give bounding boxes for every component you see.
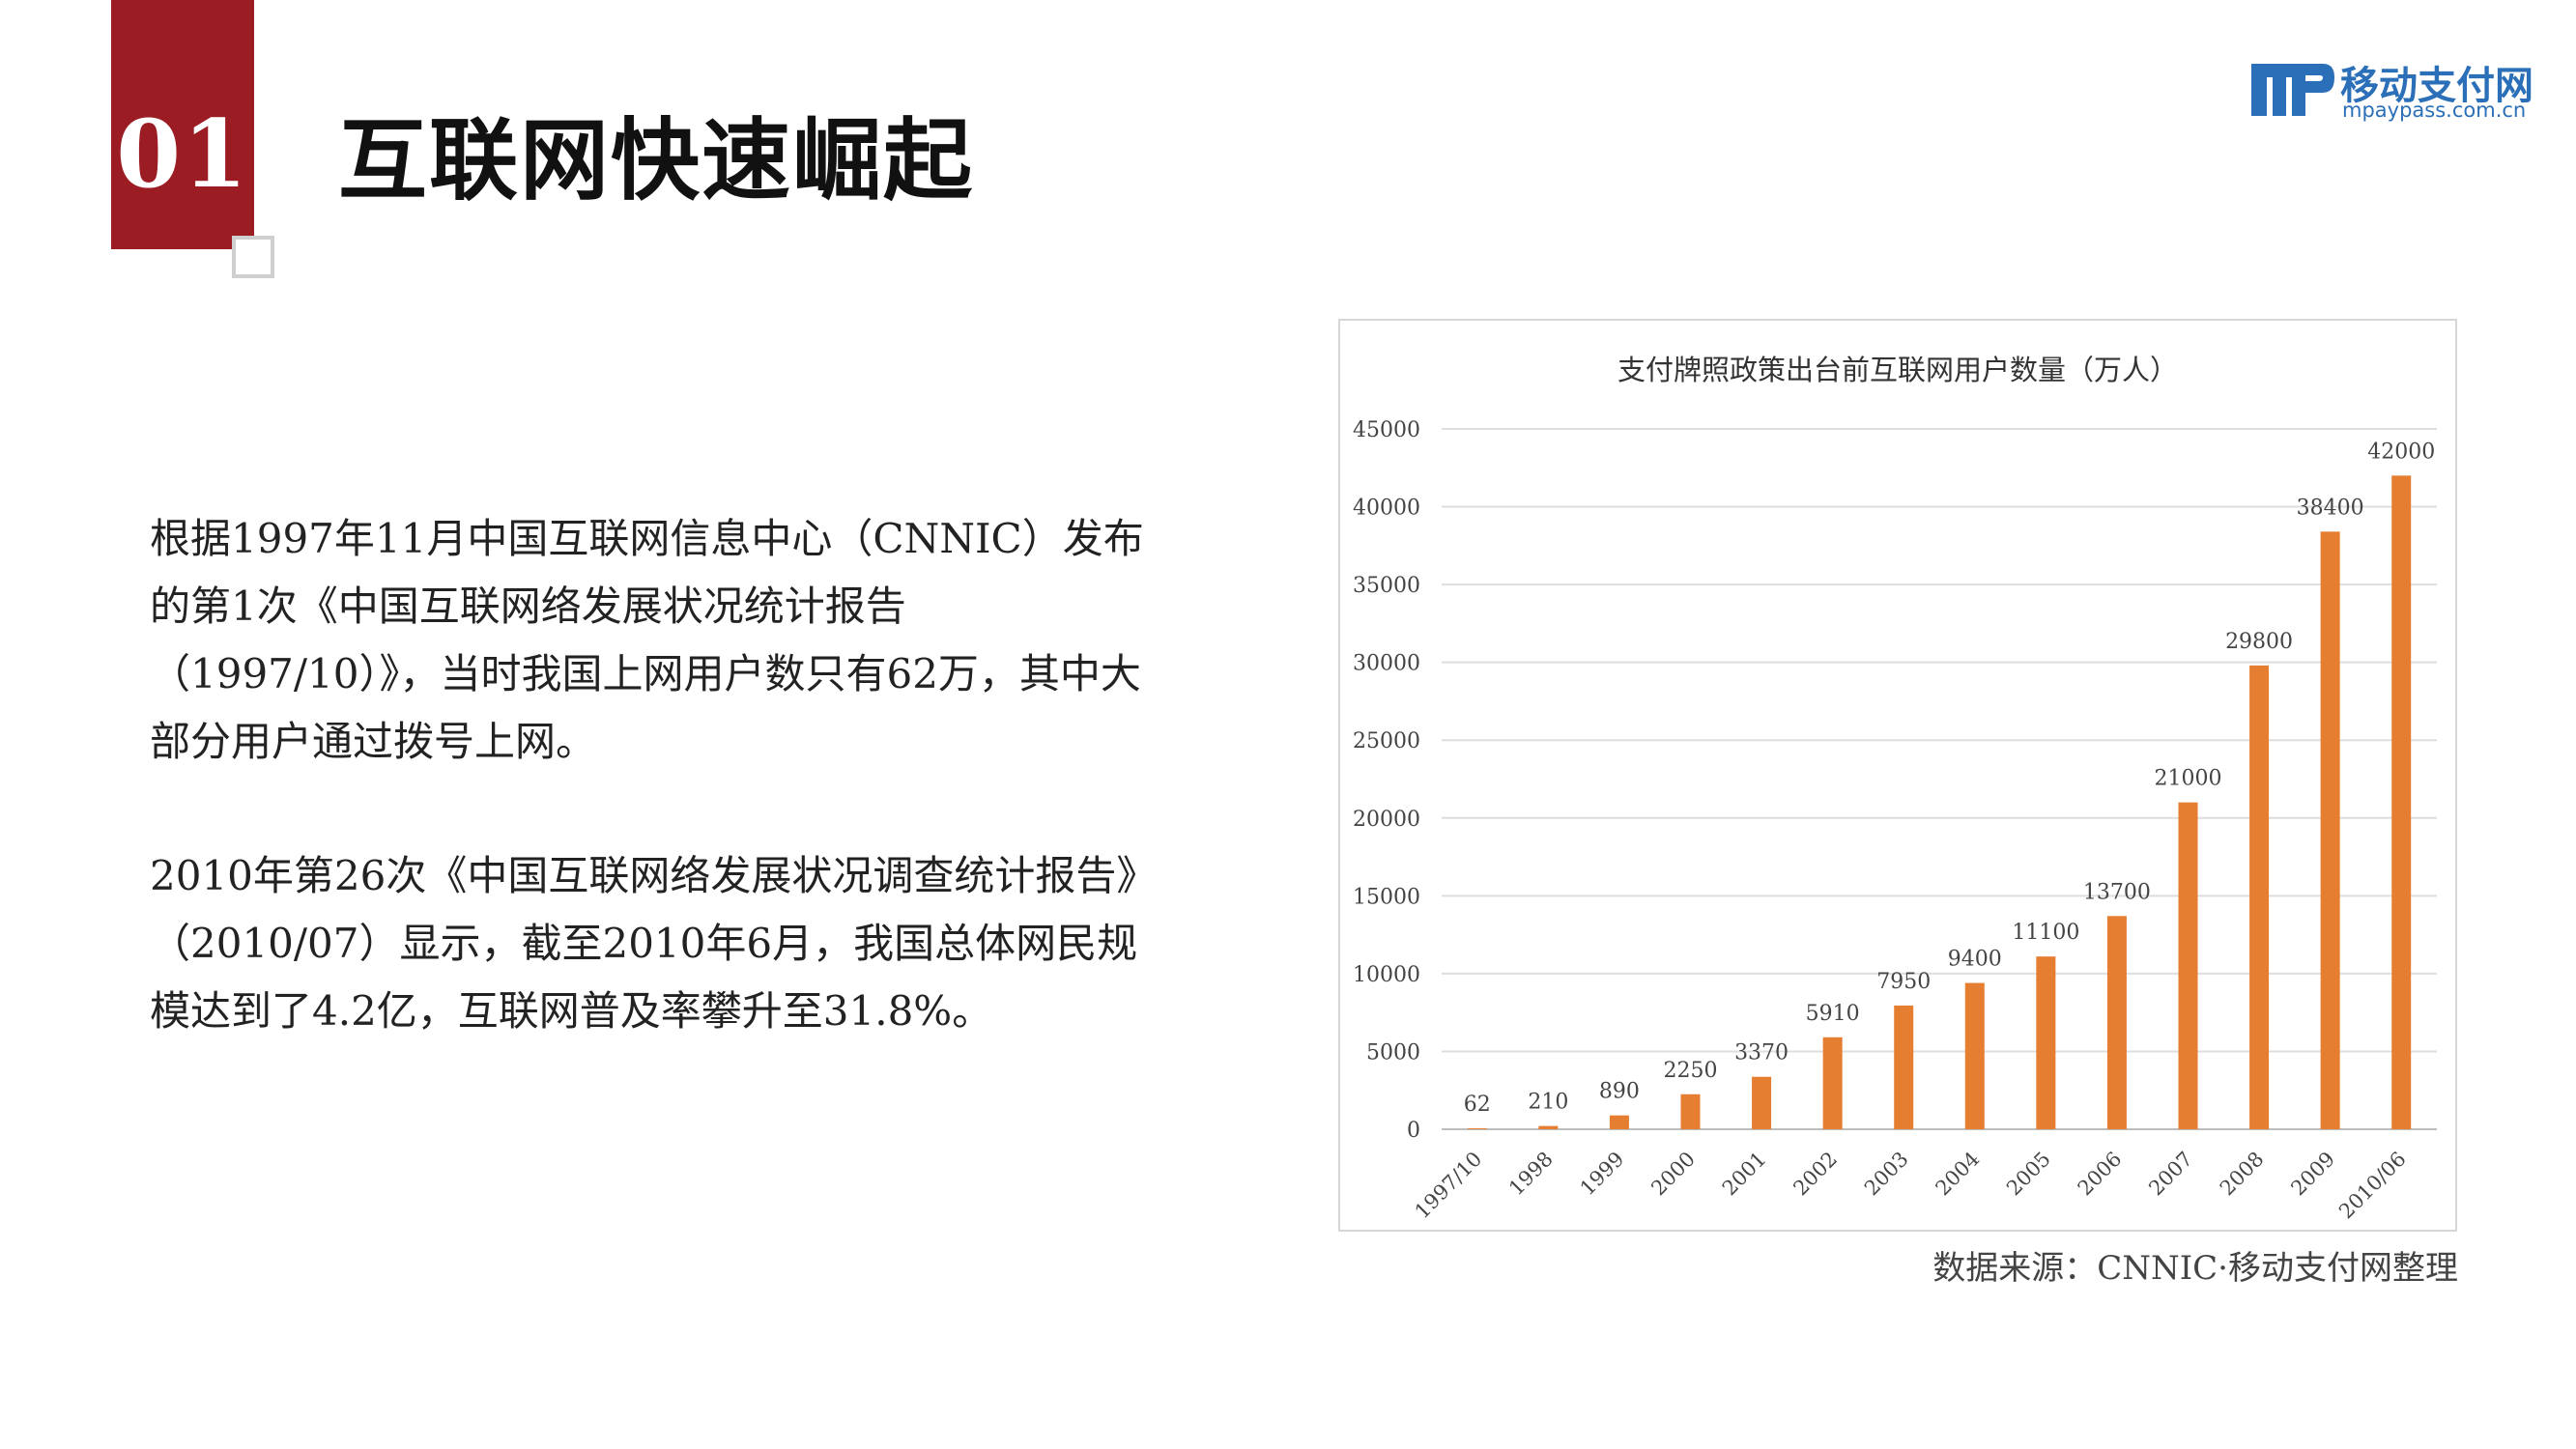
bar [1538,1125,1559,1129]
decorative-square [232,236,274,278]
x-tick-label: 2008 [2216,1148,2269,1201]
brand-logo: 移动支付网 mpaypass.com.cn [2251,58,2551,126]
bar [1822,1037,1843,1129]
data-label: 62 [1464,1093,1491,1117]
x-tick-label: 2005 [2002,1148,2055,1201]
bar [1752,1076,1772,1129]
logo-name: 移动支付网 [2340,64,2533,108]
x-tick-label: 2002 [1789,1148,1842,1201]
x-tick-label: 2007 [2144,1148,2197,1201]
bar [1609,1115,1629,1129]
x-tick-label: 2001 [1718,1148,1771,1201]
x-tick-label: 1999 [1576,1148,1629,1201]
data-label: 9400 [1948,948,2002,972]
data-label: 890 [1599,1080,1640,1104]
bar [1467,1128,1487,1129]
y-tick-label: 5000 [1366,1040,1420,1065]
bar [2320,531,2340,1129]
bar [2106,916,2127,1129]
data-label: 11100 [2012,921,2079,945]
bar [2249,665,2270,1129]
y-tick-label: 45000 [1353,418,1420,442]
chart-container: 支付牌照政策出台前互联网用户数量（万人） 0 5000 10000 15000 2000… [1338,319,2457,1232]
bar-chart: 0 5000 10000 15000 20000 25000 30000 35000 40000… [1353,418,2437,1224]
y-tick-label: 30000 [1353,652,1420,676]
y-tick-label: 40000 [1353,497,1420,521]
y-tick-label: 35000 [1353,574,1420,598]
x-tick-label: 2009 [2286,1148,2339,1201]
chart-title: 支付牌照政策出台前互联网用户数量（万人） [1617,354,2178,386]
data-source: 数据来源：CNNIC·移动支付网整理 [1932,1249,2458,1288]
bar [1894,1005,1914,1129]
data-label: 21000 [2155,767,2222,791]
bar [1680,1094,1701,1129]
y-tick-label: 15000 [1353,885,1420,909]
x-tick-label: 1997/10 [1411,1148,1487,1224]
bar [1964,982,1985,1129]
paragraph-1: 根据1997年11月中国互联网信息中心（CNNIC）发布的第1次《中国互联网络发… [150,515,1144,765]
y-tick-label: 0 [1407,1119,1420,1143]
x-tick-label: 2003 [1860,1148,1913,1201]
mp-logo-icon [2251,64,2334,116]
bar [2178,802,2198,1129]
data-label: 7950 [1876,970,1931,994]
data-label: 29800 [2225,630,2293,654]
bar [2391,475,2412,1129]
y-tick-label: 20000 [1353,808,1420,832]
data-label: 38400 [2297,496,2364,520]
logo-url: mpaypass.com.cn [2342,99,2527,122]
section-number: 01 [116,99,249,209]
page-title: 互联网快速崛起 [338,108,975,213]
y-tick-label: 10000 [1353,963,1420,987]
y-tick-label: 25000 [1353,729,1420,753]
x-tick-label: 1998 [1504,1148,1558,1201]
data-label: 210 [1528,1091,1568,1115]
x-tick-label: 2010/06 [2334,1148,2411,1224]
section-number-badge: 01 [111,0,254,249]
paragraph-2: 2010年第26次《中国互联网络发展状况调查统计报告》（2010/07）显示，截… [150,852,1158,1035]
bar [2036,956,2056,1129]
data-label: 13700 [2083,880,2151,904]
x-tick-label: 2006 [2074,1148,2127,1201]
data-label: 2250 [1664,1059,1718,1083]
data-label: 42000 [2367,440,2435,464]
data-label: 3370 [1734,1041,1789,1065]
data-label: 5910 [1806,1002,1860,1026]
x-tick-label: 2000 [1646,1148,1700,1201]
x-tick-label: 2004 [1932,1148,1985,1201]
